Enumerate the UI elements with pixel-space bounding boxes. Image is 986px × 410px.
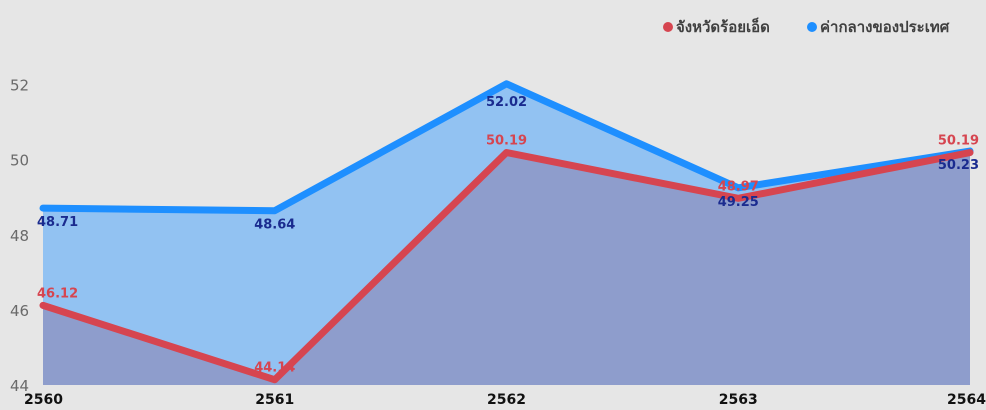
data-label-national: 52.02	[486, 95, 527, 110]
data-label-province: 44.14	[254, 361, 295, 376]
area-series-province	[43, 152, 970, 385]
legend-marker-province	[663, 22, 673, 32]
data-label-province: 50.19	[486, 134, 527, 149]
data-label-province: 48.97	[718, 179, 759, 194]
y-tick-label: 52	[10, 77, 29, 95]
y-tick-label: 48	[10, 227, 29, 245]
y-tick-label: 50	[10, 152, 29, 170]
y-tick-label: 46	[10, 302, 29, 320]
data-label-national: 50.23	[938, 158, 979, 173]
x-tick-label: 2562	[487, 392, 526, 408]
legend-marker-national	[807, 22, 817, 32]
line-series-province	[39, 149, 974, 384]
data-label-national: 49.25	[718, 195, 759, 210]
legend-label-national: ค่ากลางของประเทศ	[820, 18, 950, 36]
data-label-province: 46.12	[37, 286, 78, 301]
x-tick-label: 2561	[255, 392, 294, 408]
data-label-national: 48.71	[37, 215, 78, 230]
data-label-province: 50.19	[938, 134, 979, 149]
data-label-national: 48.64	[254, 218, 295, 233]
legend: จังหวัดร้อยเอ็ด ค่ากลางของประเทศ	[663, 17, 950, 36]
x-tick-label: 2560	[24, 392, 63, 408]
x-tick-label: 2564	[947, 392, 986, 408]
line-series-national	[39, 80, 974, 215]
y-tick-label: 44	[10, 377, 29, 395]
x-tick-label: 2563	[719, 392, 758, 408]
legend-label-province: จังหวัดร้อยเอ็ด	[676, 17, 770, 36]
